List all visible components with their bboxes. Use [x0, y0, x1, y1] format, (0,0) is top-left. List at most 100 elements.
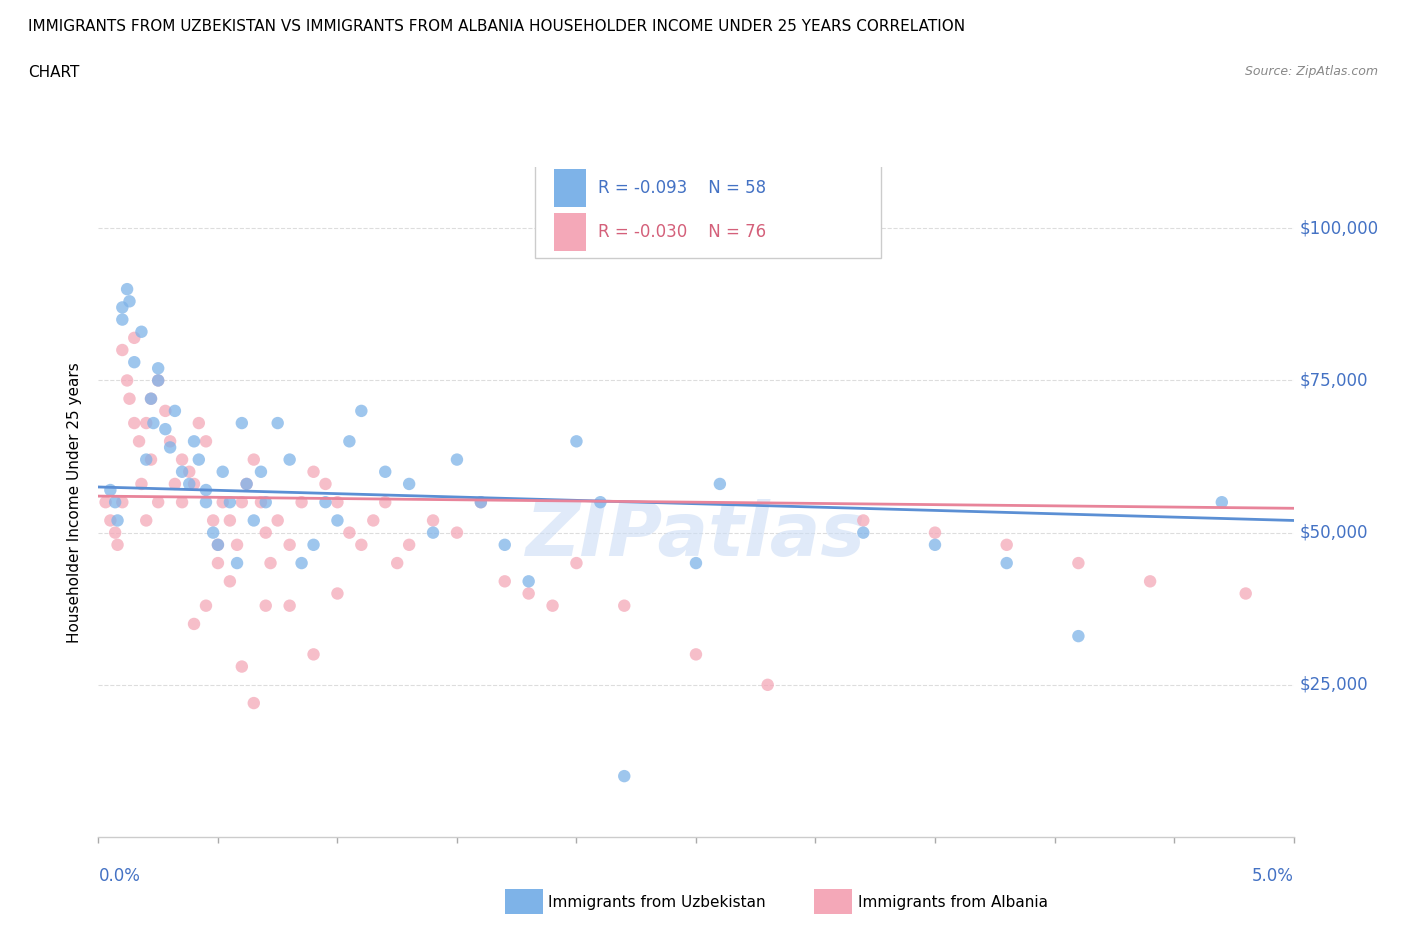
Point [541, 598, 564, 613]
Point [128, 434, 150, 449]
Point [124, 416, 146, 431]
Point [159, 434, 181, 449]
Point [517, 586, 540, 601]
Point [135, 513, 157, 528]
Point [398, 538, 420, 552]
Point [107, 538, 129, 552]
Text: CHART: CHART [28, 65, 80, 80]
Point [565, 434, 588, 449]
Point [589, 495, 612, 510]
Point [613, 598, 636, 613]
Point [350, 538, 373, 552]
Point [226, 538, 249, 552]
Point [250, 464, 273, 479]
Point [139, 452, 162, 467]
Text: ZIPatlas: ZIPatlas [526, 499, 866, 572]
Point [231, 659, 253, 674]
Point [194, 434, 218, 449]
Point [1211, 495, 1233, 510]
Point [183, 434, 205, 449]
Point [517, 574, 540, 589]
Point [172, 452, 194, 467]
Point [243, 513, 266, 528]
Point [135, 452, 157, 467]
Point [422, 525, 444, 540]
Point [326, 586, 349, 601]
Point [194, 598, 218, 613]
Point [155, 421, 177, 436]
Point [494, 574, 516, 589]
Point [302, 647, 325, 662]
Point [278, 598, 301, 613]
Point [172, 495, 194, 510]
Y-axis label: Householder Income Under 25 years: Householder Income Under 25 years [67, 362, 83, 643]
Point [211, 464, 233, 479]
Text: 0.0%: 0.0% [98, 867, 141, 885]
Point [259, 555, 281, 570]
Point [1067, 629, 1090, 644]
Point [231, 416, 253, 431]
Point [115, 373, 138, 388]
Point [374, 495, 396, 510]
Point [135, 416, 157, 431]
Point [111, 342, 134, 357]
Point [302, 538, 325, 552]
Point [111, 312, 134, 327]
Point [398, 476, 420, 491]
Point [219, 513, 242, 528]
Point [1139, 574, 1161, 589]
Point [685, 555, 707, 570]
FancyBboxPatch shape [554, 169, 586, 207]
Text: R = -0.093    N = 58: R = -0.093 N = 58 [598, 179, 766, 197]
Point [422, 513, 444, 528]
Point [852, 513, 875, 528]
Point [924, 538, 946, 552]
Point [107, 513, 129, 528]
Point [446, 452, 468, 467]
Point [243, 696, 266, 711]
Point [124, 354, 146, 369]
Point [995, 538, 1018, 552]
Point [104, 495, 127, 510]
FancyBboxPatch shape [554, 213, 586, 251]
Point [267, 513, 290, 528]
Point [290, 495, 312, 510]
Point [207, 555, 229, 570]
Point [115, 282, 138, 297]
FancyBboxPatch shape [534, 164, 882, 258]
Point [446, 525, 468, 540]
Point [852, 525, 875, 540]
Point [254, 598, 277, 613]
Point [326, 513, 349, 528]
Point [685, 647, 707, 662]
Point [385, 555, 409, 570]
Point [142, 416, 165, 431]
Point [207, 538, 229, 552]
Text: Immigrants from Uzbekistan: Immigrants from Uzbekistan [548, 895, 766, 910]
Point [159, 440, 181, 455]
Point [179, 464, 201, 479]
Point [207, 538, 229, 552]
Text: Immigrants from Albania: Immigrants from Albania [858, 895, 1047, 910]
Point [94, 495, 117, 510]
Point [226, 555, 249, 570]
Point [235, 476, 257, 491]
Point [361, 513, 384, 528]
Point [235, 476, 257, 491]
Text: $25,000: $25,000 [1299, 676, 1368, 694]
Point [278, 538, 301, 552]
Point [374, 464, 396, 479]
Text: $75,000: $75,000 [1299, 371, 1368, 390]
Text: $50,000: $50,000 [1299, 524, 1368, 541]
Point [339, 434, 360, 449]
Point [163, 476, 186, 491]
Point [565, 555, 588, 570]
Point [183, 617, 205, 631]
Text: Source: ZipAtlas.com: Source: ZipAtlas.com [1244, 65, 1378, 78]
Point [326, 495, 349, 510]
Point [98, 513, 122, 528]
Point [148, 361, 170, 376]
Point [211, 495, 233, 510]
Point [709, 476, 731, 491]
Point [254, 525, 277, 540]
